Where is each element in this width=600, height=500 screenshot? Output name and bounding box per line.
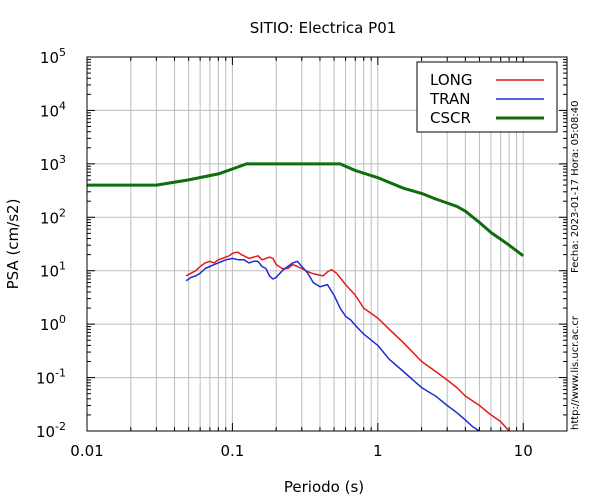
x-tick-label: 10 [514, 442, 533, 460]
y-tick-label: 100 [40, 313, 66, 334]
series-cscr-line [87, 162, 525, 257]
legend-label-tran: TRAN [429, 90, 470, 108]
y-tick-label: 101 [40, 260, 66, 281]
y-tick-label: 102 [40, 206, 66, 227]
x-tick-label: 1 [373, 442, 383, 460]
y-tick-label: 105 [40, 46, 66, 67]
axis-ticks [87, 56, 567, 432]
x-tick-label: 0.1 [220, 442, 244, 460]
x-tick-labels: 0.01 0.1 1 10 [70, 442, 532, 460]
date-stamp: Fecha: 2023-01-17 Hora: 05:08:40 [570, 101, 581, 274]
series-tran-line [185, 257, 480, 431]
y-tick-label: 104 [40, 99, 66, 120]
legend-label-long: LONG [430, 71, 472, 89]
series-long-line [185, 251, 510, 431]
y-tick-label: 10-1 [36, 367, 66, 388]
plot-frame [86, 56, 568, 432]
y-axis-label: PSA (cm/s2) [4, 199, 22, 290]
legend-label-cscr: CSCR [430, 109, 471, 127]
y-tick-label: 10-2 [36, 420, 66, 441]
series-lines [87, 162, 525, 431]
chart-title: SITIO: Electrica P01 [250, 19, 397, 37]
x-tick-label: 0.01 [70, 442, 103, 460]
x-axis-label: Periodo (s) [284, 478, 364, 496]
source-url: http://www.lis.ucr.ac.cr [570, 315, 581, 430]
y-tick-label: 103 [40, 153, 66, 174]
legend-box [416, 61, 558, 133]
y-tick-labels: 10-2 10-1 100 101 102 103 104 105 [36, 46, 66, 441]
